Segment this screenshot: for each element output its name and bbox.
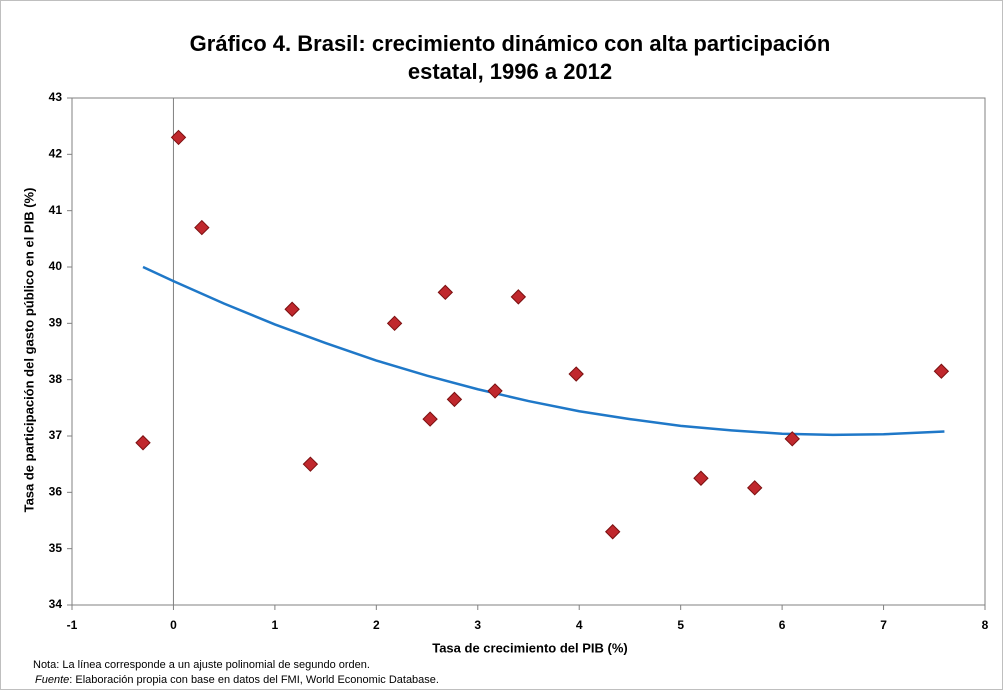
data-point	[510, 289, 527, 305]
y-tick-label: 41	[49, 203, 63, 217]
x-tick-label: 6	[779, 618, 786, 632]
data-point	[568, 366, 584, 382]
x-axis-title: Tasa de crecimiento del PIB (%)	[432, 640, 628, 655]
x-tick-label: 1	[272, 618, 279, 632]
x-tick-label: 3	[474, 618, 481, 632]
source: Fuente: Elaboración propia con base en d…	[35, 674, 439, 686]
chart-title: estatal, 1996 a 2012	[408, 59, 612, 84]
data-point	[170, 129, 187, 146]
data-point	[386, 315, 403, 332]
x-tick-label: -1	[67, 618, 78, 632]
data-point	[604, 524, 621, 540]
plot-area	[71, 97, 986, 606]
data-point	[693, 470, 709, 486]
data-point	[784, 431, 800, 447]
source-label: Fuente	[35, 674, 69, 686]
y-tick-label: 39	[49, 316, 63, 330]
y-axis-title: Tasa de participación del gasto público …	[21, 188, 36, 513]
x-tick-label: 2	[373, 618, 380, 632]
data-point	[284, 301, 300, 317]
y-tick-label: 35	[49, 541, 63, 555]
y-tick-label: 40	[49, 259, 63, 273]
data-point	[422, 411, 438, 427]
data-point	[302, 456, 319, 472]
note: Nota: La línea corresponde a un ajuste p…	[33, 659, 370, 671]
data-point	[933, 363, 950, 379]
x-tick-label: 0	[170, 618, 177, 632]
data-point	[437, 284, 454, 301]
y-tick-label: 38	[49, 372, 63, 386]
source-text: : Elaboración propia con base en datos d…	[69, 674, 439, 686]
x-tick-label: 4	[576, 618, 583, 632]
data-point	[194, 219, 210, 236]
y-tick-label: 43	[49, 90, 63, 104]
chart-title: Gráfico 4. Brasil: crecimiento dinámico …	[190, 31, 831, 56]
x-tick-label: 8	[982, 618, 989, 632]
y-tick-label: 37	[49, 428, 63, 442]
data-point	[446, 391, 463, 408]
y-tick-label: 34	[49, 597, 63, 611]
data-point	[747, 480, 763, 496]
x-tick-label: 7	[880, 618, 887, 632]
y-tick-label: 36	[49, 485, 63, 499]
trend-line	[142, 265, 945, 437]
data-point	[487, 383, 503, 399]
x-tick-label: 5	[677, 618, 684, 632]
data-point	[135, 435, 151, 451]
y-tick-label: 42	[49, 147, 63, 161]
